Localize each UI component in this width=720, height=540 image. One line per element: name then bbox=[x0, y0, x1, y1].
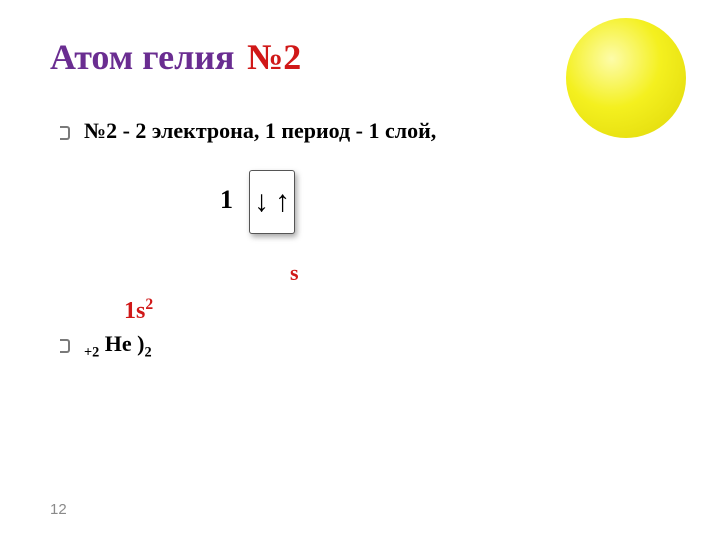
orbital-diagram: 1 ↓ ↑ bbox=[220, 170, 670, 234]
bullet-icon bbox=[60, 339, 70, 353]
bullet-helium-notation: +2 He )2 bbox=[60, 331, 670, 361]
slide-content: №2 - 2 электрона, 1 период - 1 слой, 1 ↓… bbox=[50, 118, 670, 361]
title-part-2: №2 bbox=[247, 36, 301, 78]
electron-arrow-down: ↓ bbox=[254, 187, 269, 217]
atom-illustration bbox=[566, 18, 686, 138]
helium-symbol: He ) bbox=[99, 331, 144, 356]
helium-shell: 2 bbox=[145, 344, 152, 360]
config-superscript: 2 bbox=[145, 296, 153, 313]
helium-charge: +2 bbox=[84, 344, 99, 360]
config-base: 1s bbox=[124, 298, 145, 324]
slide: Атом гелия №2 №2 - 2 электрона, 1 период… bbox=[0, 0, 720, 540]
electron-configuration: 1s2 bbox=[124, 296, 670, 325]
title-part-1: Атом гелия bbox=[50, 36, 235, 78]
orbital-box: ↓ ↑ bbox=[249, 170, 295, 234]
bullet-text: №2 - 2 электрона, 1 период - 1 слой, bbox=[84, 118, 436, 144]
sublevel-s-label: s bbox=[290, 260, 670, 286]
bullet-electrons: №2 - 2 электрона, 1 период - 1 слой, bbox=[60, 118, 670, 144]
energy-level-label: 1 bbox=[220, 185, 233, 215]
bullet-icon bbox=[60, 126, 70, 140]
helium-notation: +2 He )2 bbox=[84, 331, 152, 361]
page-number: 12 bbox=[50, 501, 67, 518]
electron-arrow-up: ↑ bbox=[275, 187, 290, 217]
